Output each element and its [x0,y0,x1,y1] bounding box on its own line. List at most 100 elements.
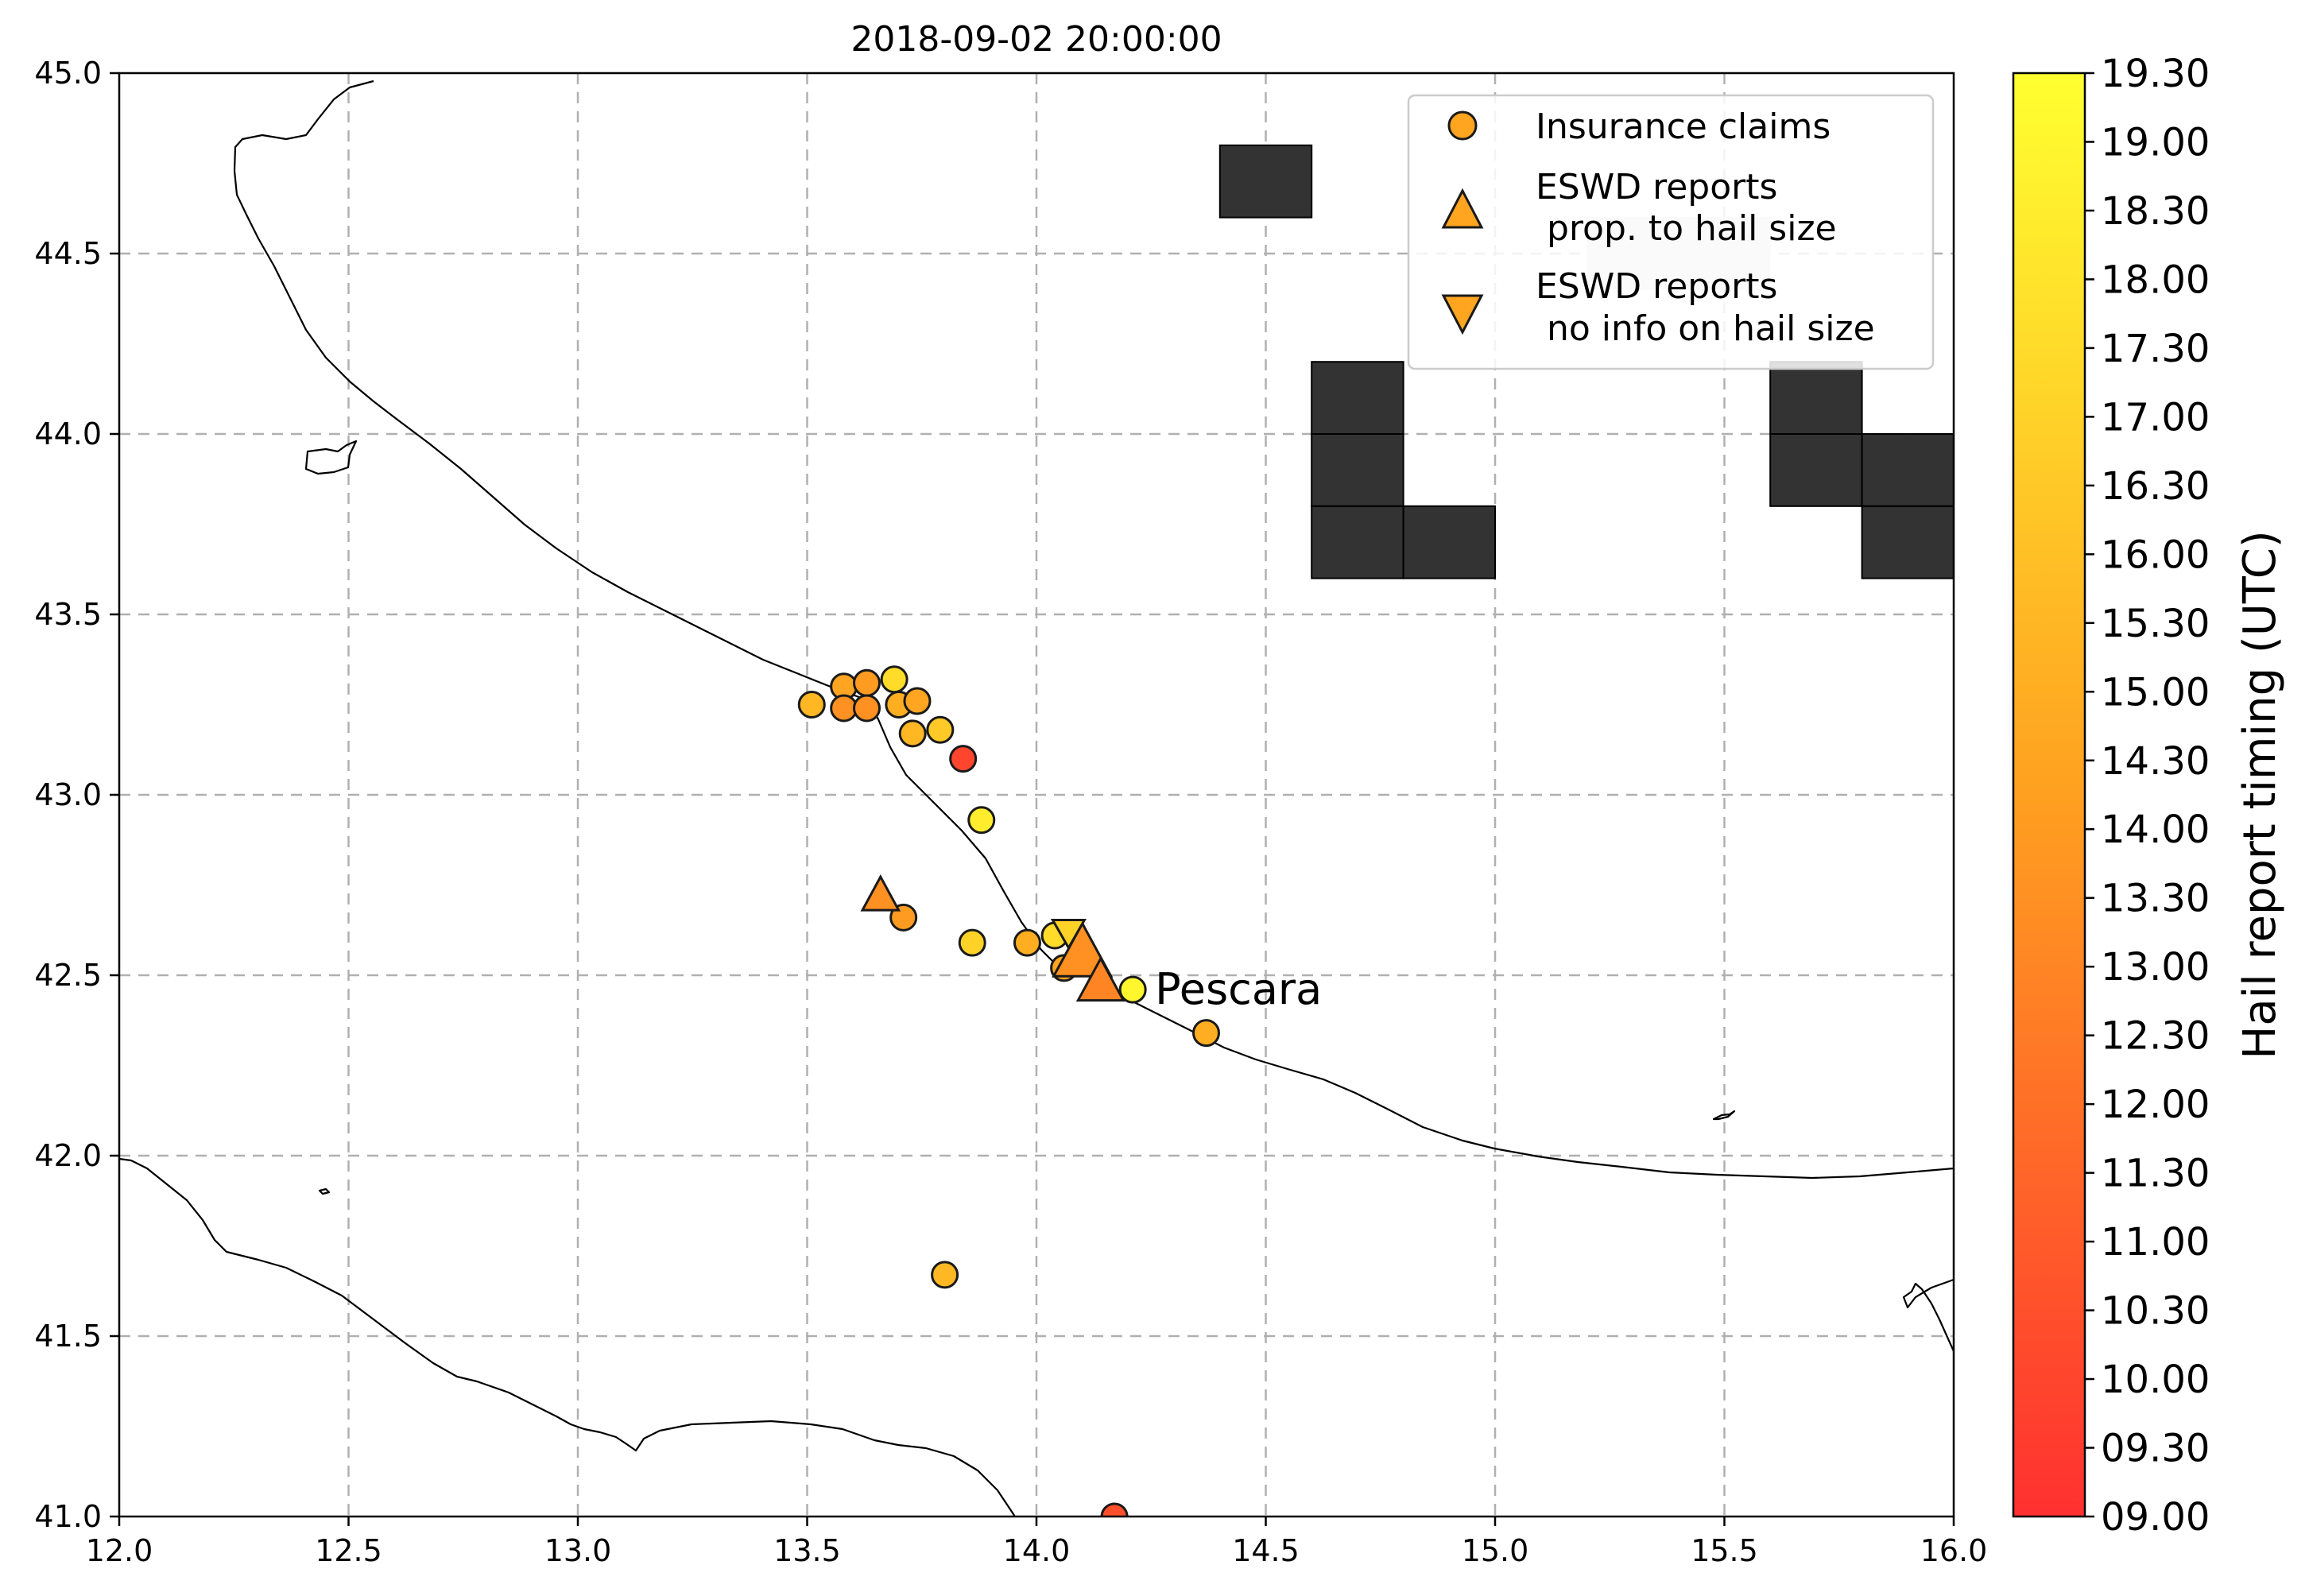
x-tick-label: 12.5 [315,1533,382,1568]
insurance-claim-marker [797,691,826,719]
colorbar-tick-label: 16.30 [2101,464,2210,509]
x-tick-label: 13.5 [773,1533,841,1568]
colorbar-tick-label: 14.00 [2101,808,2210,852]
y-tick-label: 43.0 [34,777,102,812]
x-tick-label: 14.5 [1232,1533,1300,1568]
colorbar-tick-label: 19.30 [2101,52,2210,96]
colorbar-tick-label: 15.00 [2101,670,2210,715]
x-tick-label: 15.0 [1462,1533,1529,1568]
legend-label-insurance: Insurance claims [1536,107,1831,147]
insurance-claim-marker [926,715,955,744]
colorbar-tick-label: 17.00 [2101,395,2210,440]
islet-outline [1712,1110,1736,1121]
tyrrhenian-coastline [119,1157,1017,1517]
colorbar-tick-label: 10.30 [2101,1289,2210,1334]
colorbar-gradient [2013,73,2085,1517]
colorbar-ticks: 19.30 19.00 18.30 18.00 17.30 17.00 16.30 16.00… [2085,52,2210,1540]
insurance-claim-marker [1118,975,1147,1004]
insurance-claim-marker [830,694,858,722]
colorbar-tick-label: 12.30 [2101,1014,2210,1059]
coastline [119,79,1954,1517]
colorbar-tick-label: 12.00 [2101,1083,2210,1127]
insurance-claim-marker [853,694,881,722]
radar-cell-dark [1861,505,1954,579]
y-tick-label: 42.5 [34,958,102,993]
colorbar-tick-label: 15.30 [2101,602,2210,646]
insurance-claim-marker [1100,1502,1129,1517]
colorbar-tick-label: 11.00 [2101,1220,2210,1265]
insurance-claim-marker [1013,928,1041,957]
insurance-claim-marker [958,928,986,957]
colorbar-tick-label: 17.30 [2101,327,2210,371]
y-tick-label: 42.0 [34,1138,102,1173]
y-tick-label: 43.5 [34,597,102,632]
legend-circle-marker [1447,110,1478,141]
gargano-coastline [1902,1278,1954,1352]
insurance-claim-marker [1191,1019,1220,1048]
colorbar-tick-label: 18.00 [2101,258,2210,302]
colorbar-label: Hail report timing (UTC) [2234,530,2286,1059]
ponza-islet-outline [318,1187,331,1195]
insurance-claim-marker [903,687,932,715]
colorbar-tick-label: 13.00 [2101,945,2210,990]
map-title: 2018-09-02 20:00:00 [850,19,1222,60]
x-tick-label: 16.0 [1920,1533,1988,1568]
y-tick-label: 41.5 [34,1319,102,1354]
radar-cells [1218,144,1954,579]
legend-label-eswd-nosize-2: no info on hail size [1536,308,1875,349]
gridlines [119,73,1954,1517]
radar-cell-dark [1769,361,1863,436]
colorbar-tick-label: 09.00 [2101,1495,2210,1540]
adriatic-coastline [233,79,1954,1180]
x-tick-label: 14.0 [1003,1533,1071,1568]
insurance-claim-marker [853,668,881,697]
eswd-hail-size-marker [1052,920,1114,978]
radar-cell-dark [1861,433,1954,507]
eswd-hail-size-marker [1075,955,1125,1002]
colorbar-tick-label: 16.00 [2101,533,2210,577]
legend-label-eswd-size-1: ESWD reports [1536,167,1777,207]
x-tick-label: 15.5 [1691,1533,1758,1568]
insurance-claim-marker [949,745,978,773]
report-markers [797,665,1220,1517]
colorbar-tick-label: 14.30 [2101,739,2210,784]
radar-cell-dark [1311,361,1404,436]
y-tick-label: 44.5 [34,236,102,271]
colorbar: 19.30 19.00 18.30 18.00 17.30 17.00 16.30 16.00… [2012,52,2286,1540]
colorbar-tick-label: 11.30 [2101,1152,2210,1196]
axis-ticks: 12.0 12.5 13.0 13.5 14.0 14.5 15.0 15.5 16.0 45.0… [34,56,1987,1568]
radar-cell-dark [1311,433,1404,507]
eswd-no-size-marker [1050,919,1087,951]
city-label-pescara: Pescara [1155,964,1322,1014]
y-tick-label: 45.0 [34,56,102,91]
radar-cell-dark [1402,505,1496,579]
colorbar-tick-label: 13.30 [2101,877,2210,921]
map-frame [118,72,1955,1518]
legend-triangle-down-marker [1441,294,1484,335]
colorbar-tick-label: 18.30 [2101,189,2210,234]
radar-cell-dark [1218,144,1313,219]
insurance-claim-marker [898,719,927,748]
insurance-claim-marker [967,806,996,835]
legend: Insurance claims ESWD reports prop. to h… [1407,94,1935,370]
colorbar-tick-label: 10.00 [2101,1358,2210,1402]
legend-label-eswd-nosize-1: ESWD reports [1536,266,1777,307]
colorbar-tick-label: 09.30 [2101,1427,2210,1471]
radar-cell-dark [1769,433,1863,507]
x-tick-label: 12.0 [86,1533,153,1568]
radar-cell-dark [1311,505,1404,579]
y-tick-label: 44.0 [34,416,102,451]
colorbar-tick-label: 19.00 [2101,120,2210,165]
insurance-claim-marker [880,665,908,694]
colorbar-frame [2012,72,2086,1518]
elba-island-outline [304,440,358,475]
insurance-claim-marker [931,1261,959,1289]
eswd-hail-size-marker [860,874,901,912]
x-tick-label: 13.0 [544,1533,612,1568]
legend-box [1407,94,1935,370]
legend-label-eswd-size-2: prop. to hail size [1536,208,1837,249]
y-tick-label: 41.0 [34,1499,102,1534]
legend-triangle-up-marker [1441,188,1484,229]
